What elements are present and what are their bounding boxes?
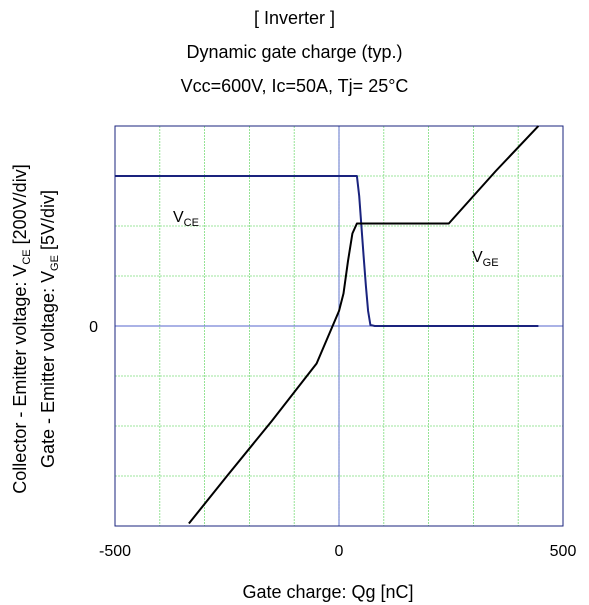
- y-axis-label-gate-emitter: Gate - Emitter voltage: VGE [5V/div]: [38, 190, 61, 468]
- x-tick-label: -500: [99, 543, 131, 560]
- vce-curve-label: VCE: [173, 209, 199, 229]
- y-tick-label: 0: [89, 319, 98, 336]
- chart-title-line-1: [ Inverter ]: [253, 8, 336, 28]
- x-axis-label: Gate charge: Qg [nC]: [242, 582, 413, 602]
- series-line-v-ge: [188, 125, 540, 525]
- curves: [115, 125, 540, 525]
- tick-labels: -500 0 500 0: [89, 319, 576, 560]
- y-axis-label-collector-emitter: Collector - Emitter voltage: VCE [200V/d…: [10, 164, 33, 493]
- series-line-v-ce: [115, 175, 539, 327]
- plot-frame: [114, 125, 564, 527]
- vge-curve-label: VGE: [472, 249, 499, 269]
- x-tick-label: 0: [335, 543, 344, 560]
- chart-title-line-3: Vcc=600V, Ic=50A, Tj= 25°C: [180, 76, 409, 96]
- x-tick-label: 500: [550, 543, 577, 560]
- chart-title-line-2: Dynamic gate charge (typ.): [186, 42, 403, 62]
